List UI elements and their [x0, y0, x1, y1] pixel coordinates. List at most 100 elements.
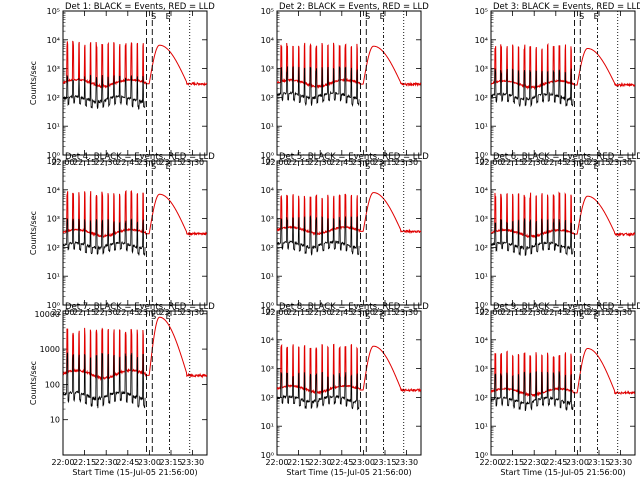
- y-tick-label: 10⁴: [475, 36, 488, 45]
- y-tick-label: 10¹: [47, 122, 60, 131]
- x-tick-label: 22:15: [501, 458, 524, 467]
- panel-1: Det 1: BLACK = Events, RED = LLD 10⁰ 10¹ 10…: [29, 2, 215, 167]
- panel-2: Det 2: BLACK = Events, RED = LLD 10⁰ 10¹ 10…: [261, 2, 430, 167]
- x-tick-label: 23:30: [609, 458, 632, 467]
- x-tick-label: 23:15: [373, 458, 396, 467]
- series-lld: [63, 189, 207, 238]
- y-tick-label: 10²: [475, 393, 488, 402]
- y-tick-label: 10⁵: [47, 7, 60, 16]
- end-marker-label: E: [166, 162, 171, 171]
- series-lld: [491, 347, 635, 398]
- y-tick-label: 10⁵: [47, 157, 60, 166]
- x-axis-label: Start Time (15-Jul-05 21:56:00): [72, 468, 197, 477]
- end-marker-label: E: [594, 162, 599, 171]
- y-tick-label: 10¹: [261, 272, 274, 281]
- y-tick-label: 10: [50, 416, 60, 425]
- series-lld: [491, 191, 635, 239]
- plot-area: [491, 11, 635, 155]
- y-tick-label: 10²: [261, 93, 274, 102]
- y-tick-label: 10¹: [475, 272, 488, 281]
- start-marker-label: S: [365, 312, 370, 321]
- y-tick-label: 10⁵: [475, 7, 488, 16]
- end-marker-label: E: [166, 12, 171, 21]
- y-tick-label: 10⁵: [261, 307, 274, 316]
- y-axis-label: Counts/sec: [29, 361, 38, 405]
- x-tick-label: 22:00: [51, 458, 74, 467]
- plot-area: [277, 11, 421, 155]
- y-tick-label: 10⁵: [475, 157, 488, 166]
- y-tick-label: 10⁵: [261, 157, 274, 166]
- panel-title: Det 7: BLACK = Events, RED = LLD: [65, 302, 215, 312]
- series-lld: [277, 42, 421, 90]
- plot-area: [491, 161, 635, 305]
- y-tick-label: 10⁰: [261, 301, 274, 310]
- y-tick-label: 10¹: [261, 122, 274, 131]
- series-events: [63, 74, 146, 110]
- x-tick-label: 22:00: [265, 458, 288, 467]
- series-lld: [277, 192, 421, 236]
- y-tick-label: 10⁴: [47, 36, 60, 45]
- y-axis-label: Counts/sec: [29, 61, 38, 105]
- start-marker-label: S: [151, 162, 156, 171]
- plot-area: [491, 311, 635, 455]
- end-marker-label: E: [380, 312, 385, 321]
- panel-title: Det 4: BLACK = Events, RED = LLD: [65, 152, 215, 162]
- plot-area: [63, 161, 207, 305]
- panel-title: Det 6: BLACK = Events, RED = LLD: [493, 152, 640, 162]
- x-tick-label: 22:30: [309, 458, 332, 467]
- y-tick-label: 10⁴: [47, 186, 60, 195]
- x-tick-label: 22:45: [544, 458, 567, 467]
- y-tick-label: 10⁰: [475, 301, 488, 310]
- panel-title: Det 2: BLACK = Events, RED = LLD: [279, 2, 429, 12]
- y-tick-label: 10⁴: [475, 336, 488, 345]
- y-tick-label: 10⁰: [475, 151, 488, 160]
- x-tick-label: 22:30: [523, 458, 546, 467]
- y-tick-label: 10³: [475, 365, 488, 374]
- plot-area: [277, 311, 421, 455]
- x-tick-label: 23:15: [159, 458, 182, 467]
- start-marker-label: S: [365, 12, 370, 21]
- y-tick-label: 10²: [261, 393, 274, 402]
- y-axis-label: Counts/sec: [29, 211, 38, 255]
- y-tick-label: 10⁴: [475, 186, 488, 195]
- series-events: [491, 68, 574, 108]
- y-tick-label: 10⁰: [261, 451, 274, 460]
- series-events: [491, 217, 574, 256]
- series-events: [277, 66, 360, 107]
- panel-title: Det 8: BLACK = Events, RED = LLD: [279, 302, 429, 312]
- x-tick-label: 23:15: [587, 458, 610, 467]
- series-events: [491, 371, 574, 412]
- y-tick-label: 10¹: [47, 272, 60, 281]
- start-marker-label: S: [579, 162, 584, 171]
- x-tick-label: 23:30: [395, 458, 418, 467]
- x-tick-label: 22:00: [479, 458, 502, 467]
- plot-frame: [276, 160, 422, 306]
- end-marker-label: E: [380, 162, 385, 171]
- start-marker-label: S: [579, 312, 584, 321]
- y-tick-label: 10¹: [475, 122, 488, 131]
- panel-9: Det 9: BLACK = Events, RED = LLD 10⁰ 10¹ 10…: [475, 302, 640, 477]
- x-axis-label: Start Time (15-Jul-05 21:56:00): [286, 468, 411, 477]
- x-tick-label: 22:45: [116, 458, 139, 467]
- series-events: [277, 371, 360, 411]
- start-marker-label: S: [365, 162, 370, 171]
- x-axis-label: Start Time (15-Jul-05 21:56:00): [500, 468, 625, 477]
- y-tick-label: 10²: [475, 93, 488, 102]
- series-events: [277, 215, 360, 256]
- x-tick-label: 23:00: [566, 458, 589, 467]
- x-tick-label: 22:45: [330, 458, 353, 467]
- y-tick-label: 10⁴: [261, 186, 274, 195]
- x-tick-label: 22:15: [73, 458, 96, 467]
- y-tick-label: 10⁰: [47, 151, 60, 160]
- panel-6: Det 6: BLACK = Events, RED = LLD 10⁰ 10¹ 10…: [475, 152, 640, 317]
- panel-8: Det 8: BLACK = Events, RED = LLD 10⁰ 10¹ 10…: [261, 302, 430, 477]
- y-tick-label: 10³: [475, 215, 488, 224]
- plot-frame: [62, 310, 208, 456]
- y-tick-label: 10³: [261, 65, 274, 74]
- y-tick-label: 10³: [47, 65, 60, 74]
- x-tick-label: 22:30: [95, 458, 118, 467]
- y-tick-label: 10000: [35, 310, 60, 319]
- start-marker-label: S: [151, 312, 156, 321]
- plot-area: [63, 311, 207, 455]
